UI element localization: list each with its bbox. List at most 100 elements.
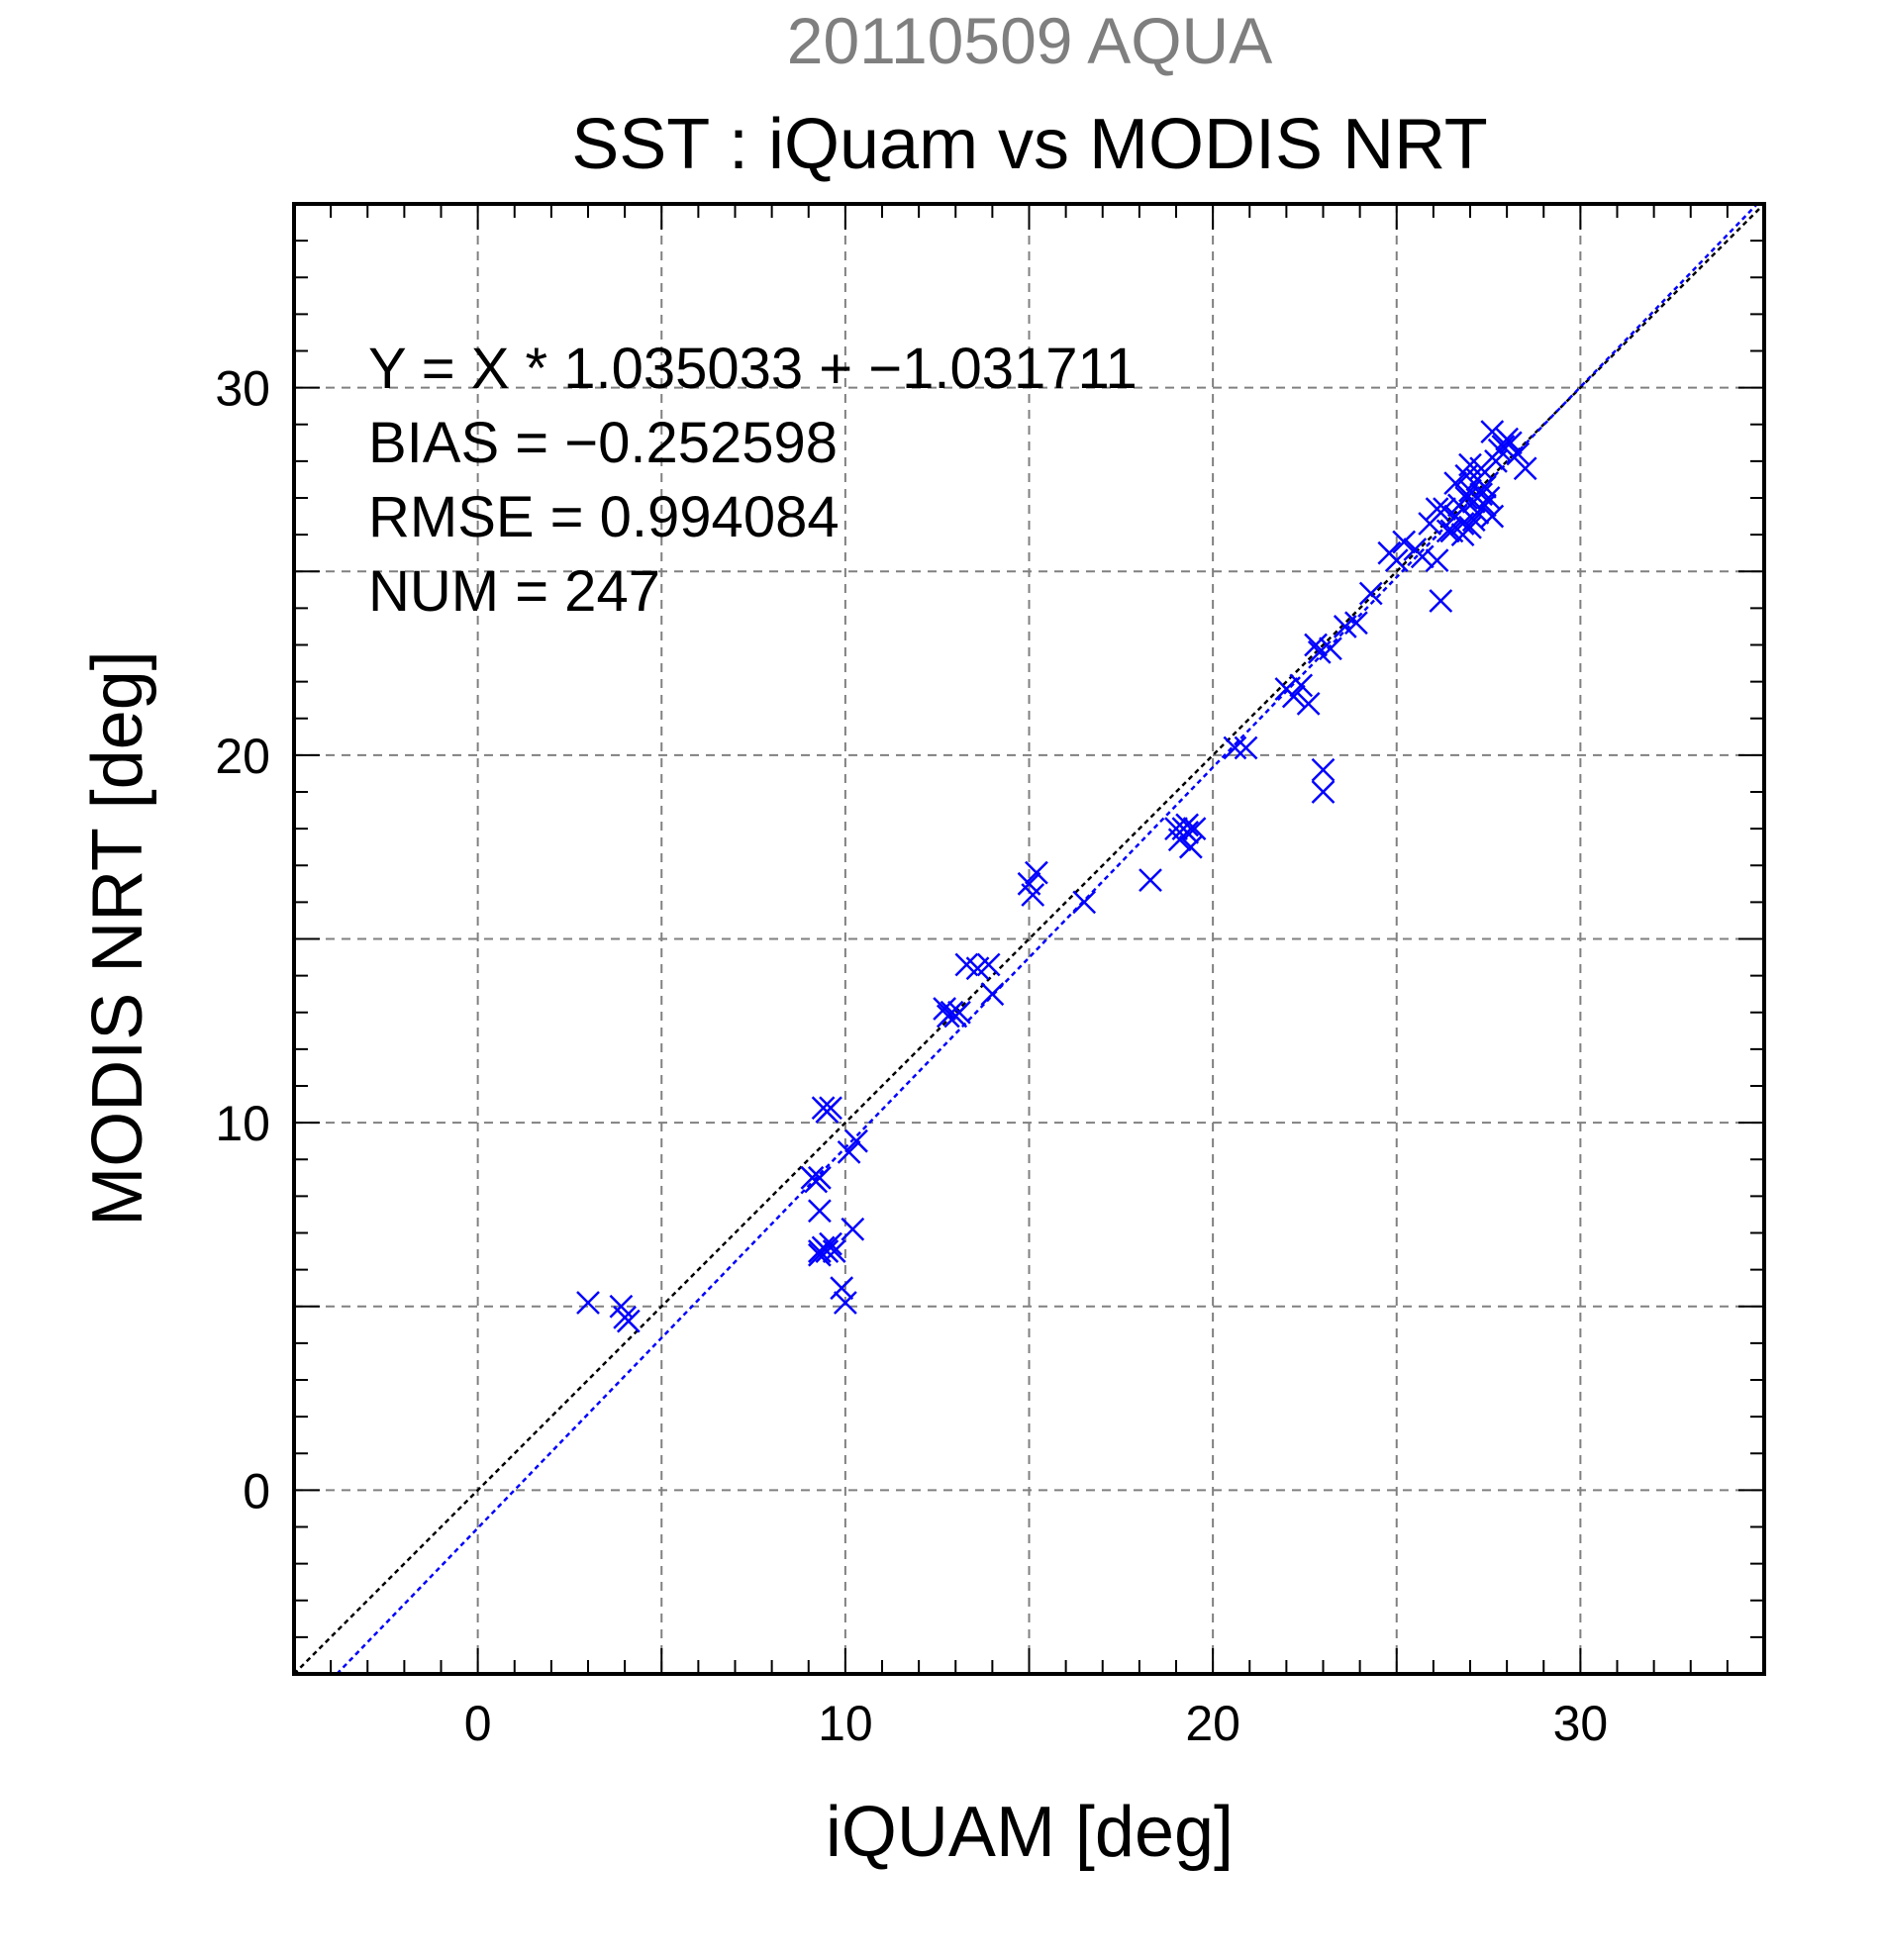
- stats-bias: BIAS = −0.252598: [368, 411, 838, 475]
- data-point-stroke: [1289, 673, 1314, 698]
- data-point: [1506, 441, 1531, 466]
- data-point: [808, 1199, 832, 1224]
- data-point: [1311, 757, 1336, 782]
- data-point-stroke: [822, 1239, 846, 1263]
- data-point: [1454, 486, 1479, 510]
- data-point-stroke: [933, 997, 956, 1021]
- data-point: [1480, 504, 1505, 529]
- data-point-stroke: [1281, 684, 1306, 709]
- data-point: [1021, 883, 1045, 907]
- data-point-stroke: [1469, 456, 1494, 481]
- data-point: [1392, 530, 1417, 554]
- data-point: [1296, 692, 1321, 716]
- stats-equation: Y = X * 1.035033 + −1.031711: [368, 337, 1138, 401]
- data-point-stroke: [1443, 471, 1468, 496]
- data-point-stroke: [1234, 735, 1258, 760]
- data-point-stroke: [1425, 497, 1449, 522]
- data-point: [830, 1276, 854, 1301]
- data-point-stroke: [1410, 544, 1435, 569]
- stats-rmse: RMSE = 0.994084: [368, 485, 840, 549]
- data-point-stroke: [1311, 780, 1336, 804]
- data-point: [1436, 519, 1460, 543]
- data-point: [1469, 482, 1494, 507]
- data-point: [1461, 508, 1486, 533]
- data-point: [819, 1096, 842, 1121]
- data-point-stroke: [841, 1217, 865, 1241]
- data-point: [1443, 471, 1468, 496]
- data-point-stroke: [808, 1242, 832, 1267]
- data-point-stroke: [844, 1128, 868, 1153]
- data-point-stroke: [1513, 456, 1537, 481]
- data-point: [1425, 548, 1449, 572]
- data-point-stroke: [609, 1294, 634, 1319]
- data-point: [1025, 860, 1048, 885]
- data-point: [1410, 544, 1435, 569]
- data-point-stroke: [1296, 692, 1321, 716]
- data-point: [1311, 780, 1336, 804]
- data-point: [837, 1139, 861, 1164]
- data-points: [576, 420, 1537, 1333]
- x-tick-label: 30: [1553, 1696, 1609, 1751]
- data-point-stroke: [1498, 431, 1523, 455]
- data-point-stroke: [1454, 486, 1479, 510]
- y-tick-label: 10: [215, 1096, 270, 1151]
- data-point: [947, 1000, 971, 1025]
- data-point: [833, 1291, 857, 1315]
- data-point-stroke: [1433, 497, 1456, 522]
- data-point: [933, 997, 956, 1021]
- y-tick-label: 20: [215, 729, 270, 784]
- data-point: [1175, 820, 1200, 844]
- chart-title: SST : iQuam vs MODIS NRT: [571, 105, 1488, 184]
- data-point: [616, 1309, 641, 1333]
- data-point: [976, 952, 1001, 977]
- grid-lines: [294, 204, 1764, 1674]
- data-point: [1450, 523, 1475, 547]
- data-point-stroke: [1384, 548, 1409, 572]
- data-point-stroke: [1429, 589, 1453, 613]
- data-point: [1472, 474, 1497, 499]
- data-point: [1319, 637, 1342, 661]
- x-tick-label: 0: [464, 1696, 492, 1751]
- data-point: [1358, 581, 1383, 606]
- data-point: [1304, 633, 1328, 657]
- data-point-stroke: [1469, 482, 1494, 507]
- data-point: [1344, 611, 1368, 636]
- data-point-stroke: [815, 1239, 840, 1263]
- data-point-stroke: [1480, 504, 1505, 529]
- data-point: [1458, 452, 1482, 477]
- data-point-stroke: [808, 1199, 832, 1224]
- data-point: [822, 1239, 846, 1263]
- data-point-stroke: [819, 1096, 842, 1121]
- data-point: [980, 982, 1005, 1007]
- data-point: [1223, 735, 1247, 760]
- y-tick-label: 30: [215, 361, 270, 417]
- plot-frame: [292, 202, 1766, 1676]
- data-point-stroke: [980, 982, 1005, 1007]
- data-point: [1425, 497, 1449, 522]
- data-point-stroke: [833, 1291, 857, 1315]
- data-point-stroke: [1175, 820, 1200, 844]
- data-point: [1429, 589, 1453, 613]
- data-point-stroke: [1021, 883, 1045, 907]
- data-point-stroke: [1439, 519, 1464, 543]
- data-point: [1138, 868, 1162, 892]
- x-axis-label: iQUAM [deg]: [826, 1793, 1234, 1872]
- data-point-stroke: [1392, 530, 1417, 554]
- fit-line: [336, 203, 1758, 1675]
- data-point: [1175, 813, 1200, 837]
- data-point-stroke: [1506, 441, 1531, 466]
- data-point-stroke: [1138, 868, 1162, 892]
- data-point-stroke: [1304, 633, 1328, 657]
- y-axis-label: MODIS NRT [deg]: [78, 650, 157, 1226]
- data-point: [1182, 817, 1207, 841]
- x-tick-label: 20: [1185, 1696, 1240, 1751]
- stats-block: Y = X * 1.035033 + −1.031711 BIAS = −0.2…: [368, 337, 1138, 624]
- data-point-stroke: [1465, 500, 1490, 525]
- x-tick-labels: 0 10 20 30: [464, 1696, 1608, 1751]
- data-point-stroke: [1472, 474, 1497, 499]
- data-point-stroke: [830, 1276, 854, 1301]
- data-point: [1234, 735, 1258, 760]
- data-point-stroke: [1461, 508, 1486, 533]
- data-point: [844, 1128, 868, 1153]
